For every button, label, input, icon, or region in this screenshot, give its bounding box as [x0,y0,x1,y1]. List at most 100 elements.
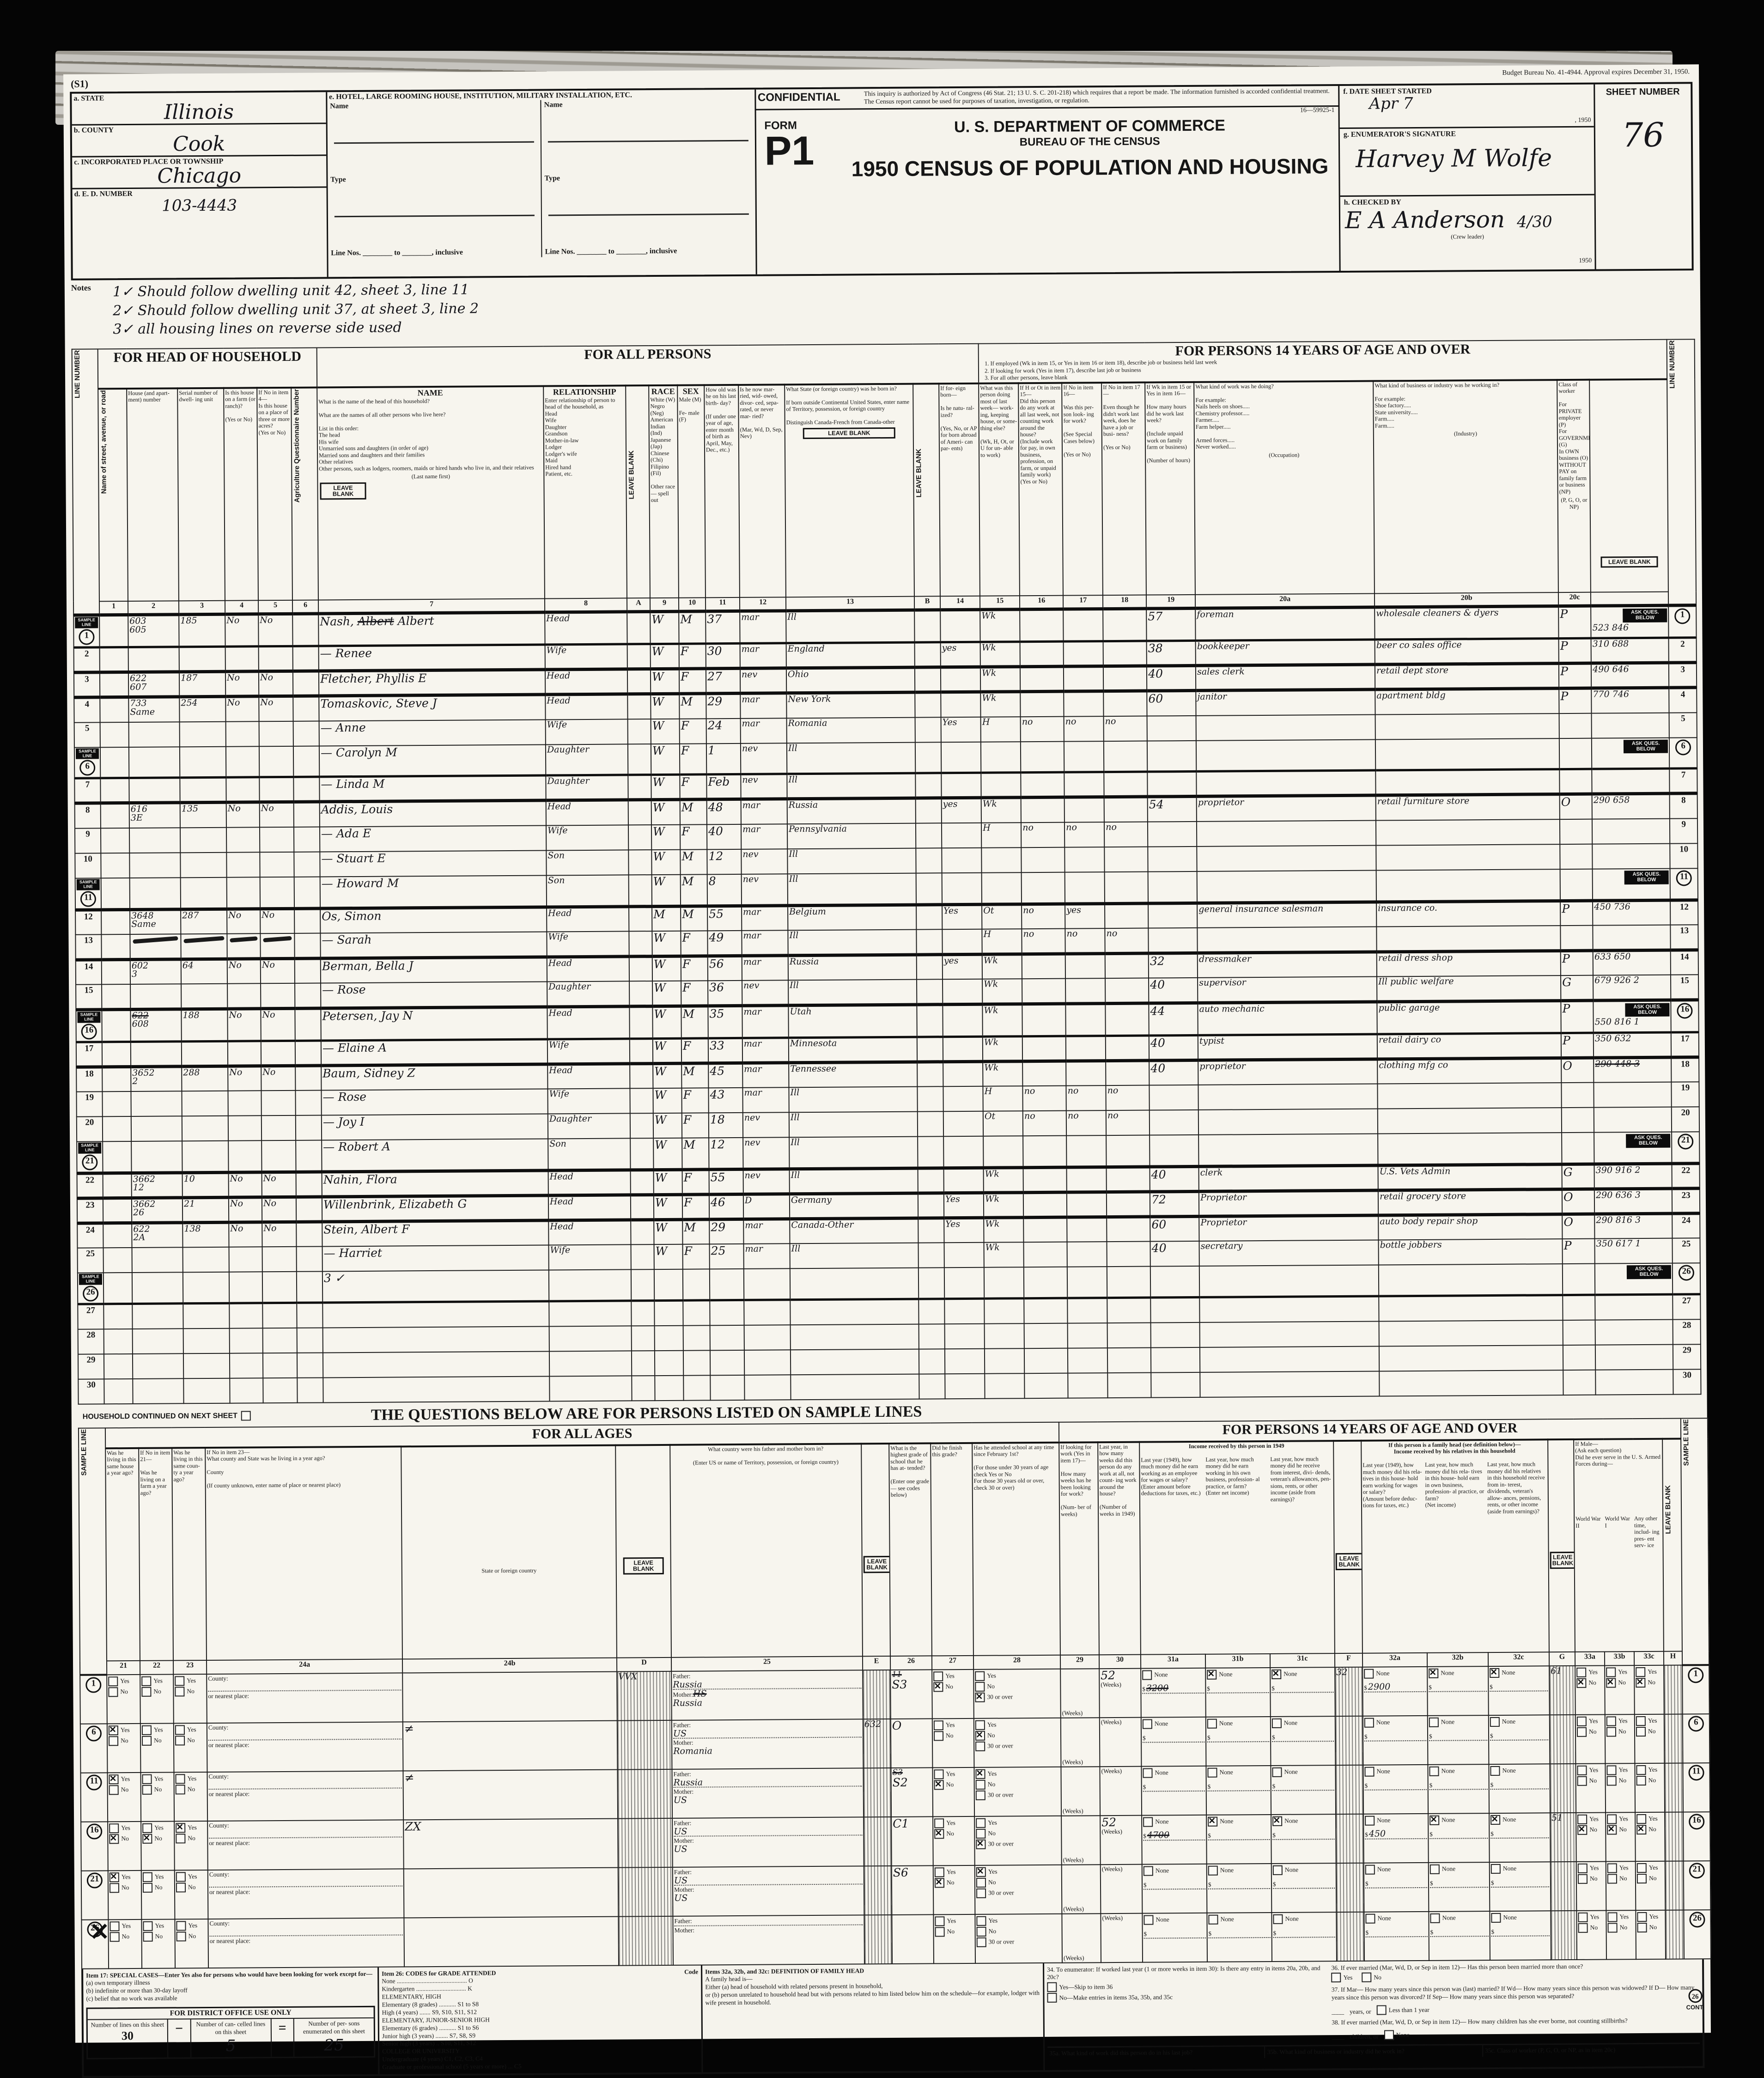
decorative: Daughter [547,745,627,754]
cell-name: Willenbrink, Elizabeth G [322,1195,548,1222]
cell-industry [1378,1133,1562,1165]
decorative: $ [1273,1877,1335,1889]
cell-birthplace: Ill [789,1087,917,1113]
decorative: no [1068,1086,1105,1095]
cell-naturalized [941,692,980,717]
cell-f [1336,1863,1364,1912]
decorative: Same [130,707,178,716]
decorative: Head [550,1172,629,1181]
cell-race: W [652,956,681,981]
line-number: 18 [1673,1059,1697,1069]
decorative: None [1502,1718,1515,1725]
checkbox [176,1823,185,1833]
decorative: 135 [182,804,225,813]
cell-codes [1593,925,1670,951]
decorative: $ [1491,1928,1495,1936]
family-head-b: or (b) person unrelated to household hea… [705,1989,1040,2007]
cell-occupation [1198,1134,1378,1167]
equals-sign: = [271,2019,294,2057]
cell-race: W [654,1219,682,1244]
ask-questions-below-stamp: ASK QUES. BELOW [1624,871,1669,884]
col-serial: Serial number of dwell- ing unit [177,388,225,601]
cell-name: Os, Simon [320,907,547,933]
decorative: no [1107,1111,1148,1120]
checkbox-option: None [1365,1913,1427,1923]
decorative: 633 650 [1594,952,1669,961]
decorative: No [261,804,292,813]
weeks-label: (Weeks) [1101,1828,1140,1835]
decorative: NAME [318,387,542,398]
line-number-cell: 5 [74,722,100,747]
cell-name: — Renee [319,645,545,671]
decorative: Germany [791,1195,917,1204]
decorative: US [674,1844,862,1854]
checkbox [935,1927,945,1937]
decorative: If this person is a family head (see def… [1363,1441,1546,1455]
decorative: No [1620,1924,1628,1931]
checkbox-option: None [1429,1668,1487,1678]
decorative: secretary [1201,1241,1377,1251]
checkbox-option: Yes [934,1769,973,1779]
cell-name [323,1351,549,1377]
cell-leave-blank-a [631,1244,654,1269]
cell-doing: Wk [980,667,1020,692]
col-birthplace: What State (or foreign country) was he b… [785,384,914,597]
checkbox-option: No [176,1932,207,1941]
decorative: LEAVE BLANK [914,385,923,561]
checkbox-option: No [1607,1776,1634,1785]
cell-doing: Ot [983,1111,1023,1136]
checkbox [975,1769,985,1779]
cell-serial-number [180,778,226,803]
line-number-cell: 20 [1672,1107,1699,1132]
checkbox [175,1774,185,1784]
item-38-none-checkbox [1384,2030,1394,2040]
cell-29: (Weeks) [1060,1669,1100,1718]
checkbox [142,1736,152,1745]
decorative: 40 [1150,1036,1197,1048]
cell-naturalized [943,1004,983,1036]
ask-questions-below-stamp: ASK QUES. BELOW [1623,609,1667,622]
cell-naturalized: Yes [944,1218,984,1243]
cell-leave-blank-b [916,848,942,873]
cell-sex [683,1375,710,1400]
cell-doing: H [981,717,1021,742]
cell-hours [1148,903,1197,928]
line-number-cell: 29 [1673,1344,1701,1369]
cell-leave-blank-a [630,1038,653,1063]
line-number: 6 [1688,1716,1704,1731]
cell-codes: 490 646 [1591,663,1669,688]
decorative: $450 [1365,1827,1427,1839]
checkbox-option: None [1364,1717,1426,1727]
checkbox [1491,1864,1501,1873]
cell-race: W [651,850,680,875]
cell-name: — Anne [319,719,546,746]
cell-name: Tomaskovic, Steve J [319,695,545,721]
cell-leave-blank-b [915,642,941,667]
col-agri: Agriculture Questionnaire Number [291,387,318,600]
checkbox [1208,1865,1218,1875]
decorative: W [654,982,680,993]
decorative: No [1649,1924,1657,1931]
col-looking: If No in item 16— Was this per- son look… [1062,383,1103,596]
checkbox-option: No [1578,1874,1605,1883]
decorative: $ [1273,1926,1335,1938]
cell-leave-blank-b [915,742,941,774]
checkbox [1636,1765,1646,1775]
cell-farm [229,1303,262,1328]
decorative: $ [1271,1681,1333,1693]
decorative: $ [1490,1683,1493,1691]
cell-f: 32 [1335,1667,1363,1716]
cell-leave-blank-b [918,1111,943,1136]
checkbox [1636,1716,1646,1726]
scol-26: What is the highest grade of school that… [889,1443,932,1656]
decorative: 64 [182,961,226,969]
line-number: 2 [1670,639,1695,649]
line-number: 5 [76,723,99,733]
